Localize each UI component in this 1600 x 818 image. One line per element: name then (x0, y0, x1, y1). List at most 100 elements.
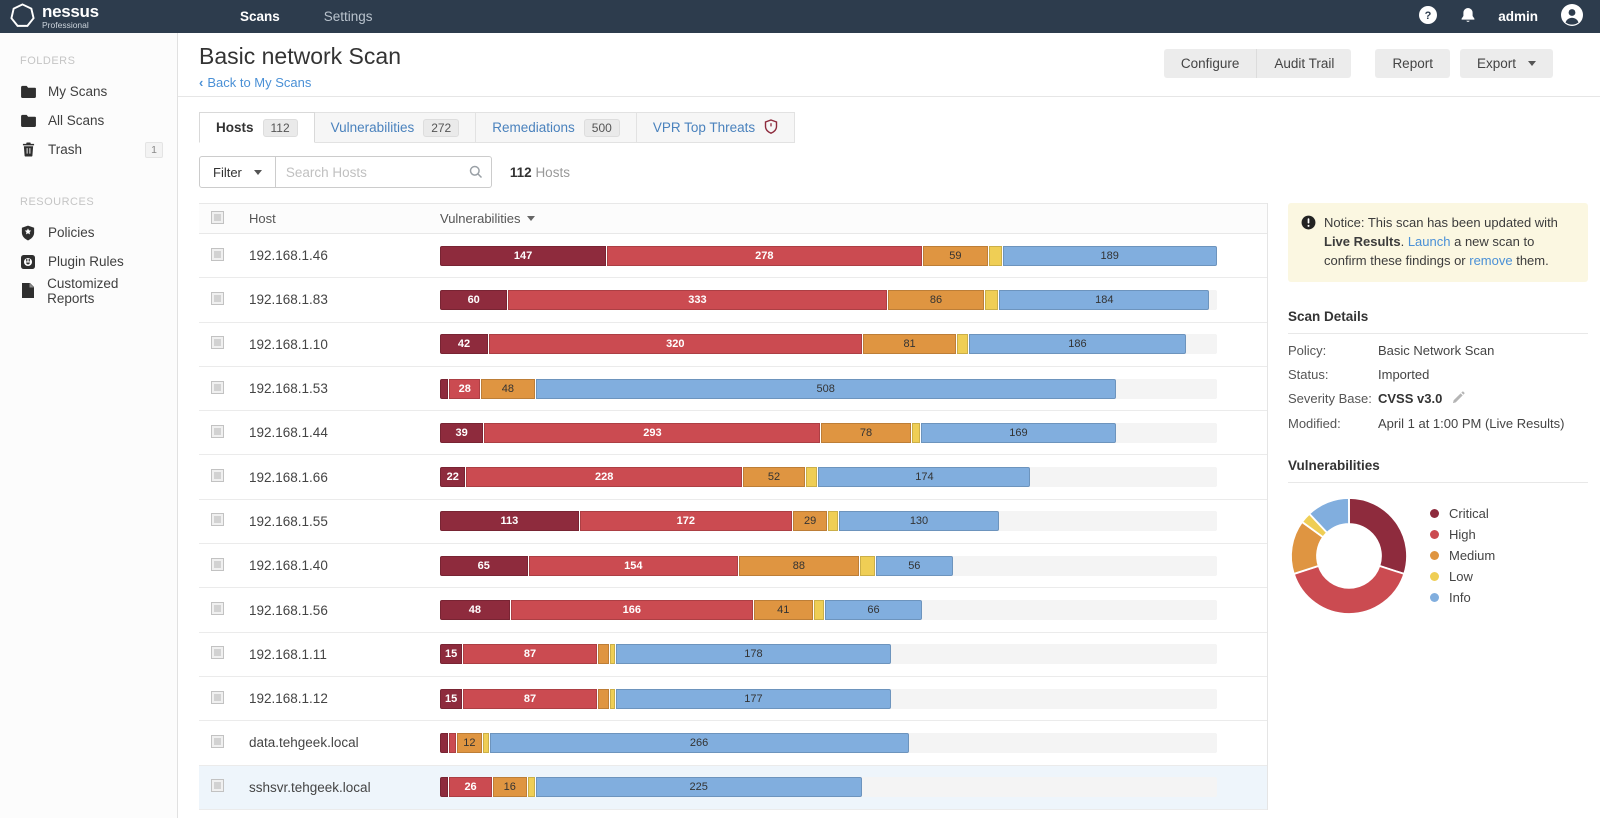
row-checkbox[interactable] (211, 291, 224, 305)
search-input[interactable] (275, 156, 492, 188)
table-row[interactable]: 192.168.1.40 65 154 88 56 (199, 544, 1267, 589)
bar-segment-low[interactable] (957, 334, 970, 355)
bar-segment-high[interactable]: 228 (466, 467, 744, 488)
table-row[interactable]: 192.168.1.83 60 333 86 184 (199, 278, 1267, 323)
host-link[interactable]: sshsvr.tehgeek.local (249, 779, 371, 795)
help-icon[interactable]: ? (1418, 5, 1438, 28)
bar-segment-medium[interactable]: 52 (743, 467, 806, 488)
edit-pencil-icon[interactable] (1452, 390, 1465, 407)
tab-remediations[interactable]: Remediations 500 (475, 112, 637, 143)
bar-segment-low[interactable] (985, 289, 1000, 310)
bar-segment-medium[interactable]: 41 (753, 600, 814, 621)
donut-slice-info[interactable] (1308, 496, 1350, 534)
row-checkbox[interactable] (211, 513, 224, 527)
notice-link-launch[interactable]: Launch (1407, 233, 1451, 249)
bar-segment-high[interactable]: 172 (579, 511, 793, 532)
host-link[interactable]: 192.168.1.10 (249, 336, 328, 352)
row-checkbox[interactable] (211, 690, 224, 704)
bar-segment-critical[interactable]: 42 (440, 334, 489, 355)
bar-segment-info[interactable]: 66 (825, 600, 922, 621)
bar-segment-critical[interactable]: 39 (440, 422, 485, 443)
bar-segment-info[interactable]: 178 (616, 644, 891, 665)
tab-hosts[interactable]: Hosts 112 (199, 112, 315, 143)
bar-segment-high[interactable]: 87 (463, 688, 598, 709)
bar-segment-info[interactable]: 177 (616, 688, 891, 709)
bar-segment-info[interactable]: 130 (838, 511, 1000, 532)
sidebar-item-policies[interactable]: Policies (0, 218, 177, 247)
host-link[interactable]: 192.168.1.11 (249, 646, 327, 662)
table-row[interactable]: 192.168.1.12 15 87 177 (199, 676, 1267, 722)
bar-segment-info[interactable]: 266 (489, 732, 909, 753)
host-link[interactable]: data.tehgeek.local (249, 735, 359, 751)
user-name[interactable]: admin (1498, 9, 1538, 24)
table-row[interactable]: 192.168.1.44 39 293 78 169 (199, 411, 1267, 456)
bar-segment-info[interactable]: 225 (535, 777, 862, 798)
table-row[interactable]: sshsvr.tehgeek.local 26 16 225 (199, 765, 1267, 810)
sidebar-item-customized-reports[interactable]: Customized Reports (0, 276, 177, 306)
bar-segment-medium[interactable] (597, 688, 611, 709)
user-avatar[interactable] (1560, 3, 1584, 30)
host-link[interactable]: 192.168.1.83 (249, 292, 328, 308)
bar-segment-info[interactable]: 508 (535, 378, 1116, 399)
table-row[interactable]: 192.168.1.55 113 172 29 130 (199, 499, 1267, 545)
bar-segment-high[interactable]: 333 (508, 289, 888, 310)
row-checkbox[interactable] (211, 602, 224, 616)
bar-segment-high[interactable]: 166 (510, 600, 754, 621)
bar-segment-info[interactable]: 169 (920, 422, 1116, 443)
bar-segment-medium[interactable]: 12 (457, 732, 483, 753)
tab-vulnerabilities[interactable]: Vulnerabilities 272 (313, 112, 477, 143)
bar-segment-critical[interactable]: 65 (440, 555, 529, 576)
bar-segment-low[interactable] (610, 688, 617, 709)
bar-segment-critical[interactable] (440, 732, 450, 753)
bar-segment-medium[interactable]: 81 (862, 334, 958, 355)
table-row[interactable]: data.tehgeek.local 12 266 (199, 721, 1267, 766)
bar-segment-critical[interactable]: 113 (440, 511, 580, 532)
donut-slice-high[interactable] (1292, 564, 1406, 615)
bar-segment-low[interactable] (610, 644, 617, 665)
bar-segment-info[interactable]: 189 (1002, 245, 1217, 266)
bar-segment-high[interactable]: 28 (449, 378, 482, 399)
bar-segment-critical[interactable]: 48 (440, 600, 511, 621)
bar-segment-low[interactable] (989, 245, 1003, 266)
table-row[interactable]: 192.168.1.46 147 278 59 189 (199, 234, 1267, 279)
bar-segment-critical[interactable]: 15 (440, 644, 464, 665)
row-checkbox[interactable] (211, 779, 224, 793)
nessus-logo[interactable]: nessus Professional (0, 2, 170, 31)
row-checkbox[interactable] (211, 380, 224, 394)
host-link[interactable]: 192.168.1.66 (249, 469, 328, 485)
column-header-vulnerabilities[interactable]: Vulnerabilities (440, 211, 1267, 226)
export-button[interactable]: Export (1459, 49, 1553, 78)
bar-segment-medium[interactable]: 29 (792, 511, 829, 532)
host-link[interactable]: 192.168.1.53 (249, 381, 328, 397)
bar-segment-low[interactable] (813, 600, 826, 621)
bar-segment-critical[interactable]: 60 (440, 289, 509, 310)
bar-segment-high[interactable]: 293 (484, 422, 822, 443)
donut-slice-critical[interactable] (1348, 496, 1408, 575)
row-checkbox[interactable] (211, 424, 224, 438)
select-all-checkbox[interactable] (211, 210, 224, 224)
report-button[interactable]: Report (1375, 49, 1450, 78)
bar-segment-info[interactable]: 56 (875, 555, 953, 576)
bar-segment-low[interactable] (482, 732, 490, 753)
bar-segment-info[interactable]: 186 (969, 334, 1186, 355)
notice-link-remove[interactable]: remove (1469, 252, 1513, 268)
bar-segment-info[interactable]: 174 (818, 467, 1031, 488)
host-link[interactable]: 192.168.1.55 (249, 513, 328, 529)
bar-segment-high[interactable]: 320 (488, 334, 863, 355)
row-checkbox[interactable] (211, 646, 224, 660)
bar-segment-high[interactable] (449, 732, 458, 753)
table-row[interactable]: 192.168.1.53 28 48 508 (199, 366, 1267, 412)
sidebar-item-trash[interactable]: Trash 1 (0, 135, 177, 164)
bar-segment-critical[interactable] (440, 378, 450, 399)
bar-segment-medium[interactable]: 78 (821, 422, 912, 443)
row-checkbox[interactable] (211, 336, 224, 350)
bar-segment-medium[interactable]: 16 (492, 777, 528, 798)
bar-segment-low[interactable] (859, 555, 876, 576)
bar-segment-high[interactable]: 278 (607, 245, 923, 266)
bar-segment-medium[interactable]: 59 (922, 245, 990, 266)
host-link[interactable]: 192.168.1.56 (249, 602, 328, 618)
bar-segment-high[interactable]: 154 (528, 555, 740, 576)
table-row[interactable]: 192.168.1.66 22 228 52 174 (199, 455, 1267, 500)
configure-button[interactable]: Configure (1163, 49, 1258, 78)
sidebar-item-plugin-rules[interactable]: Plugin Rules (0, 247, 177, 276)
